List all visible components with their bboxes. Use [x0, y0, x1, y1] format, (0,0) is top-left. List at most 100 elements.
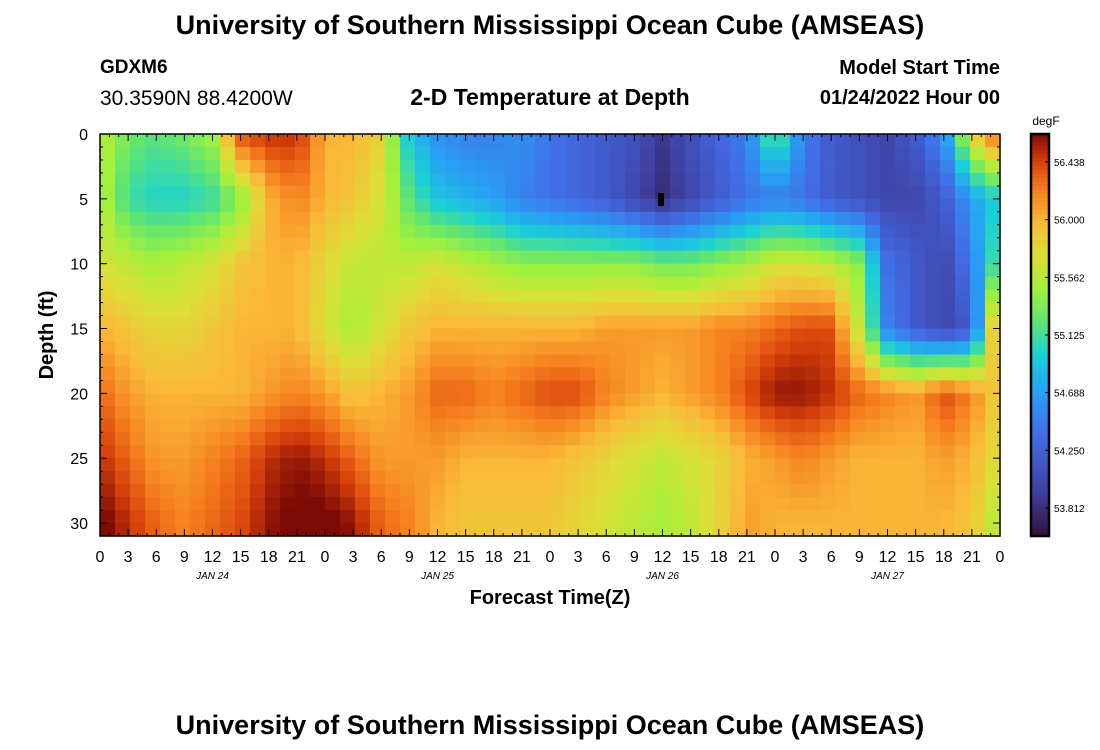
heatmap-cell: [850, 172, 866, 187]
heatmap-cell: [970, 484, 986, 498]
heatmap-cell: [970, 497, 986, 511]
heatmap-cell: [865, 510, 881, 524]
heatmap-cell: [340, 458, 356, 472]
heatmap-cell: [910, 250, 926, 265]
heatmap-cell: [715, 458, 731, 472]
heatmap-cell: [490, 393, 506, 407]
heatmap-cell: [505, 159, 521, 174]
heatmap-cell: [400, 198, 416, 213]
heatmap-cell: [130, 510, 146, 524]
heatmap-cell: [355, 211, 371, 226]
heatmap-cell: [430, 302, 446, 317]
heatmap-cell: [835, 380, 851, 394]
heatmap-cell: [430, 497, 446, 511]
heatmap-cell: [805, 302, 821, 317]
heatmap-cell: [445, 159, 461, 174]
heatmap-cell: [310, 484, 326, 498]
x-tick-label: 6: [602, 549, 611, 566]
heatmap-cell: [295, 341, 311, 356]
heatmap-cell: [355, 445, 371, 459]
heatmap-cell: [190, 224, 206, 239]
heatmap-cell: [550, 393, 566, 407]
heatmap-cell: [805, 237, 821, 252]
heatmap-cell: [700, 250, 716, 265]
heatmap-cell: [130, 354, 146, 369]
heatmap-cell: [280, 523, 296, 537]
heatmap-cell: [340, 341, 356, 356]
heatmap-cell: [265, 211, 281, 226]
colorbar-segment: [1031, 411, 1049, 416]
heatmap-cell: [370, 380, 386, 394]
heatmap-cell: [970, 419, 986, 433]
heatmap-cell: [685, 315, 701, 330]
heatmap-cell: [505, 445, 521, 459]
heatmap-cell: [625, 172, 641, 187]
heatmap-cell: [775, 276, 791, 291]
heatmap-cell: [295, 185, 311, 200]
heatmap-cell: [340, 419, 356, 433]
heatmap-cell: [250, 224, 266, 239]
heatmap-cell: [520, 393, 536, 407]
heatmap-cell: [820, 419, 836, 433]
heatmap-cell: [280, 419, 296, 433]
heatmap-cell: [415, 211, 431, 226]
heatmap-cell: [190, 172, 206, 187]
heatmap-cell: [835, 146, 851, 161]
heatmap-cell: [670, 134, 686, 148]
heatmap-cell: [325, 484, 341, 498]
heatmap-cell: [280, 471, 296, 485]
heatmap-cell: [280, 172, 296, 187]
heatmap-cell: [205, 302, 221, 317]
heatmap-cell: [625, 198, 641, 213]
colorbar-segment: [1031, 178, 1049, 183]
heatmap-cell: [325, 419, 341, 433]
heatmap-cell: [730, 134, 746, 148]
heatmap-cell: [340, 432, 356, 446]
heatmap-cell: [160, 380, 176, 394]
heatmap-cell: [310, 302, 326, 317]
heatmap-cell: [385, 237, 401, 252]
heatmap-cell: [325, 380, 341, 394]
heatmap-cell: [475, 302, 491, 317]
heatmap-cell: [295, 432, 311, 446]
day-label: JAN 24: [195, 571, 229, 582]
heatmap-cell: [280, 484, 296, 498]
heatmap-cell: [175, 354, 191, 369]
colorbar-segment: [1031, 511, 1049, 517]
heatmap-cell: [715, 354, 731, 369]
heatmap-cell: [595, 159, 611, 174]
heatmap-cell: [550, 146, 566, 161]
heatmap-cell: [490, 432, 506, 446]
heatmap-cell: [535, 198, 551, 213]
heatmap-cell: [190, 289, 206, 304]
heatmap-cell: [145, 211, 161, 226]
heatmap-cell: [700, 458, 716, 472]
heatmap-cell: [115, 185, 131, 200]
heatmap-cell: [835, 523, 851, 537]
heatmap-cell: [490, 406, 506, 420]
heatmap-cell: [895, 341, 911, 356]
heatmap-cell: [865, 134, 881, 148]
heatmap-cell: [355, 432, 371, 446]
heatmap-cell: [385, 328, 401, 343]
heatmap-cell: [985, 341, 1001, 356]
heatmap-cell: [955, 497, 971, 511]
heatmap-cell: [475, 523, 491, 537]
heatmap-cell: [550, 523, 566, 537]
heatmap-cell: [685, 380, 701, 394]
colorbar-segment: [1031, 310, 1049, 316]
heatmap-cell: [595, 237, 611, 252]
heatmap-cell: [220, 484, 236, 498]
heatmap-cell: [100, 484, 116, 498]
heatmap-cell: [295, 276, 311, 291]
heatmap-cell: [790, 484, 806, 498]
heatmap-cell: [880, 315, 896, 330]
colorbar-segment: [1031, 403, 1049, 408]
heatmap-cell: [790, 224, 806, 239]
heatmap-cell: [655, 471, 671, 485]
heatmap-cell: [205, 497, 221, 511]
heatmap-cell: [205, 341, 221, 356]
heatmap-cell: [355, 484, 371, 498]
heatmap-cell: [760, 471, 776, 485]
heatmap-cell: [955, 185, 971, 200]
